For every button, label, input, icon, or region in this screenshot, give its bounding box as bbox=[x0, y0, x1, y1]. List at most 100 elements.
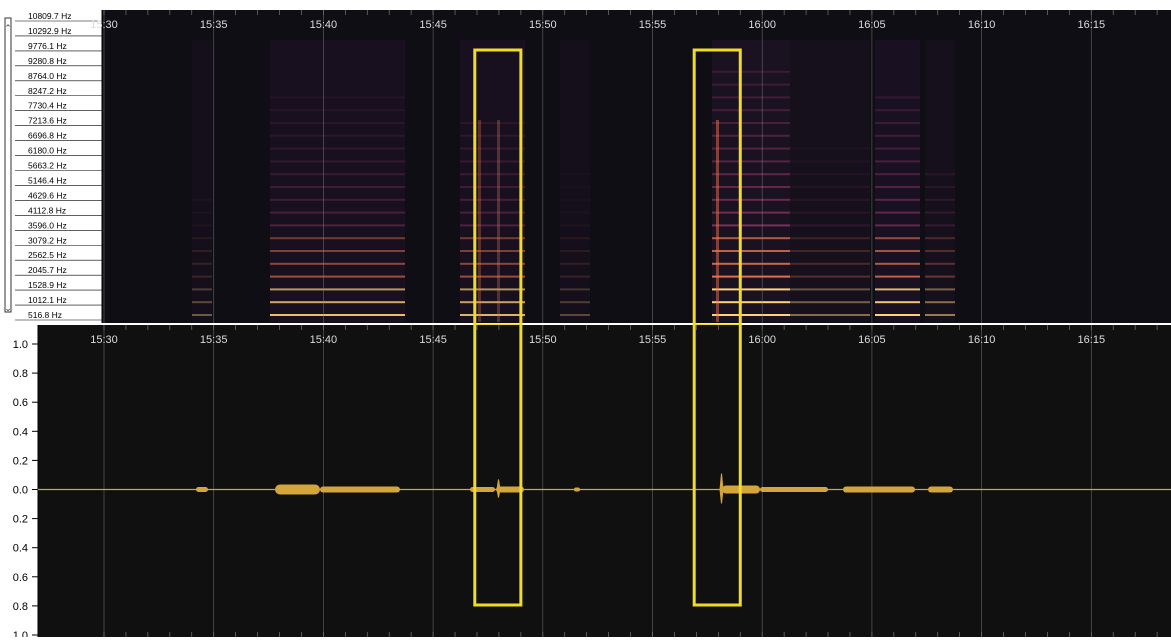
frequency-label: 5146.4 Hz bbox=[28, 175, 67, 185]
harmonic-band bbox=[460, 160, 525, 163]
waveform-time-label: 16:10 bbox=[968, 334, 996, 346]
harmonic-band bbox=[192, 301, 212, 304]
harmonic-band bbox=[712, 250, 790, 252]
spectrogram-time-label: 15:35 bbox=[200, 19, 228, 31]
harmonic-band bbox=[460, 173, 525, 176]
waveform-time-label: 15:45 bbox=[419, 334, 447, 346]
harmonic-band bbox=[875, 198, 920, 201]
burst-haze bbox=[875, 40, 920, 322]
spectrogram-gridlines bbox=[103, 10, 1158, 323]
harmonic-band bbox=[460, 301, 525, 304]
harmonic-band bbox=[712, 186, 790, 188]
burst-haze bbox=[192, 40, 212, 322]
onset-streak bbox=[716, 120, 719, 322]
harmonic-band bbox=[875, 301, 920, 304]
amplitude-label: 0.0 bbox=[13, 485, 28, 497]
harmonic-band bbox=[460, 186, 525, 188]
harmonic-band bbox=[790, 186, 870, 188]
waveform-panel[interactable]: 15:30 15:35 15:40 15:45 15:50 15:55 16:00 16:05… bbox=[0, 318, 1171, 642]
frequency-axis: 10809.7 Hz 10292.9 Hz 9776.1 Hz 9280.8 Hz 87… bbox=[15, 10, 103, 323]
spectrogram-bursts bbox=[192, 40, 955, 322]
waveform-segment bbox=[760, 487, 828, 492]
harmonic-band bbox=[790, 301, 870, 304]
frequency-scrollbar[interactable] bbox=[4, 17, 12, 313]
harmonic-band bbox=[790, 147, 870, 150]
harmonic-band bbox=[270, 186, 405, 188]
harmonic-band bbox=[270, 134, 405, 137]
harmonic-band bbox=[790, 198, 870, 201]
harmonic-band bbox=[560, 198, 590, 201]
harmonic-band bbox=[460, 262, 525, 265]
harmonic-band bbox=[712, 301, 790, 304]
spectrogram-panel[interactable]: 10809.7 Hz 10292.9 Hz 9776.1 Hz 9280.8 Hz 87… bbox=[0, 0, 1171, 327]
harmonic-band bbox=[712, 96, 790, 99]
harmonic-band bbox=[560, 262, 590, 265]
harmonic-band bbox=[560, 173, 590, 175]
harmonic-band bbox=[875, 122, 920, 124]
harmonic-band bbox=[875, 224, 920, 227]
burst-haze bbox=[460, 40, 525, 322]
harmonic-band bbox=[712, 70, 790, 73]
harmonic-band bbox=[192, 262, 212, 265]
waveform-plot-area bbox=[38, 325, 1171, 637]
harmonic-band bbox=[270, 160, 405, 163]
harmonic-band bbox=[875, 211, 920, 214]
burst-haze bbox=[925, 40, 955, 322]
harmonic-band bbox=[712, 224, 790, 227]
harmonic-band bbox=[192, 198, 212, 201]
harmonic-band bbox=[270, 224, 405, 227]
burst-haze bbox=[712, 40, 790, 322]
spectrogram-time-label: 15:50 bbox=[529, 19, 557, 31]
harmonic-band bbox=[925, 173, 955, 176]
harmonic-band bbox=[925, 262, 955, 265]
harmonic-band bbox=[460, 237, 525, 240]
harmonic-band bbox=[560, 237, 590, 240]
harmonic-band bbox=[875, 134, 920, 137]
harmonic-band bbox=[875, 275, 920, 278]
waveform-segment bbox=[928, 486, 953, 493]
harmonic-band bbox=[270, 250, 405, 252]
harmonic-band bbox=[712, 83, 790, 86]
harmonic-band bbox=[560, 250, 590, 252]
amplitude-axis: 1.0 0.8 0.6 0.4 0.2 0.0 0.2 0.4 0.6 0.8 1.0 bbox=[13, 325, 39, 642]
harmonic-band bbox=[460, 288, 525, 291]
harmonic-band bbox=[875, 147, 920, 150]
harmonic-band bbox=[712, 122, 790, 124]
harmonic-band bbox=[460, 250, 525, 252]
frequency-label: 516.8 Hz bbox=[28, 310, 62, 320]
harmonic-band bbox=[270, 96, 405, 99]
harmonic-band bbox=[875, 186, 920, 188]
amplitude-label: 0.6 bbox=[13, 572, 28, 584]
frequency-label: 10809.7 Hz bbox=[28, 11, 71, 21]
harmonic-band bbox=[875, 237, 920, 240]
onset-streak bbox=[478, 120, 481, 322]
harmonic-band bbox=[925, 275, 955, 278]
harmonic-band bbox=[790, 173, 870, 176]
harmonic-band bbox=[925, 237, 955, 240]
scroll-up-icon[interactable]: ⌃ bbox=[4, 23, 12, 33]
harmonic-band bbox=[925, 198, 955, 201]
harmonic-band bbox=[270, 147, 405, 150]
harmonic-band bbox=[560, 211, 590, 214]
harmonic-band bbox=[925, 211, 955, 214]
spectrogram-time-label: 15:45 bbox=[419, 19, 447, 31]
harmonic-band bbox=[460, 147, 525, 150]
frequency-label: 6180.0 Hz bbox=[28, 146, 67, 156]
harmonic-band bbox=[460, 198, 525, 201]
spectrogram-time-axis: 15:30 15:35 15:40 15:45 15:50 15:55 16:00 16:05… bbox=[90, 19, 1105, 31]
harmonic-band bbox=[270, 301, 405, 304]
scroll-down-icon[interactable]: ⌄ bbox=[4, 303, 12, 313]
harmonic-band bbox=[712, 173, 790, 176]
harmonic-band bbox=[875, 96, 920, 99]
onset-streak bbox=[497, 120, 500, 322]
harmonic-band bbox=[790, 160, 870, 163]
frequency-label: 3596.0 Hz bbox=[28, 220, 67, 230]
harmonic-band bbox=[712, 275, 790, 278]
amplitude-label: 0.2 bbox=[13, 455, 28, 467]
spectrogram-time-label: 16:15 bbox=[1078, 19, 1106, 31]
waveform-time-label: 15:35 bbox=[200, 334, 228, 346]
spectrogram-time-label: 15:55 bbox=[639, 19, 667, 31]
harmonic-band bbox=[790, 250, 870, 252]
harmonic-band bbox=[560, 186, 590, 188]
harmonic-band bbox=[270, 237, 405, 240]
